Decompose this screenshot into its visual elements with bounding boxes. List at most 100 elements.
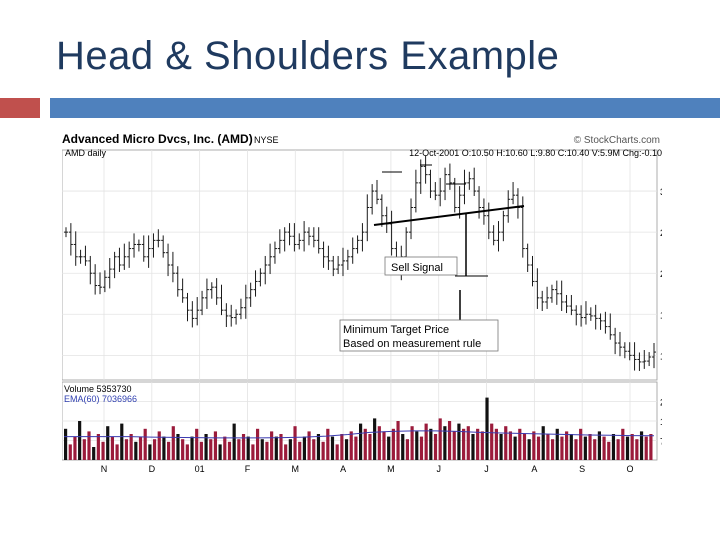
- volume-bar: [550, 439, 555, 460]
- volume-bar: [195, 428, 199, 460]
- volume-bar: [480, 431, 484, 460]
- volume-bar: [377, 426, 381, 460]
- volume-bar: [359, 423, 363, 460]
- x-tick-label: N: [101, 464, 108, 474]
- volume-bar: [429, 428, 433, 460]
- volume-bar: [344, 439, 349, 460]
- volume-bar: [560, 436, 564, 460]
- quote-line: 12-Oct-2001 O:10.50 H:10.60 L:9.80 C:10.…: [409, 148, 662, 158]
- volume-bar: [293, 426, 297, 460]
- volume-bar: [438, 418, 442, 460]
- volume-bar: [536, 436, 541, 460]
- volume-bar: [129, 434, 133, 460]
- volume-bar: [410, 426, 414, 460]
- volume-bar: [382, 431, 386, 460]
- volume-bar: [78, 421, 82, 460]
- volume-bar: [405, 439, 410, 460]
- volume-bar: [363, 428, 367, 460]
- volume-bar: [462, 428, 466, 460]
- volume-bar: [447, 421, 452, 460]
- volume-bar: [92, 447, 96, 460]
- volume-bar: [485, 397, 489, 460]
- volume-bar: [522, 434, 527, 460]
- volume-bar: [316, 434, 321, 460]
- volume-bar: [152, 439, 157, 460]
- volume-bar: [302, 436, 306, 460]
- volume-bar: [616, 439, 620, 460]
- volume-bars: [64, 397, 653, 460]
- volume-bar: [607, 441, 611, 460]
- exchange-label: NYSE: [254, 135, 279, 145]
- price-bars: [64, 155, 656, 371]
- volume-tick-label: 15.0M: [660, 417, 662, 427]
- volume-bar: [504, 426, 508, 460]
- x-tick-label: J: [436, 464, 441, 474]
- x-tick-label: F: [245, 464, 251, 474]
- x-tick-label: M: [387, 464, 395, 474]
- volume-bar: [588, 434, 592, 460]
- volume-bar: [639, 431, 644, 460]
- volume-bar: [391, 428, 395, 460]
- volume-bar: [274, 436, 278, 460]
- chart-svg: Advanced Micro Dvcs, Inc. (AMD) NYSE AMD…: [61, 132, 685, 474]
- volume-bar: [288, 439, 292, 460]
- volume-bar: [471, 434, 475, 460]
- volume-bar: [513, 436, 517, 460]
- x-tick-labels: N D 01 F M A M J J A S O: [101, 464, 634, 474]
- volume-bar: [237, 439, 241, 460]
- volume-bar: [110, 436, 115, 460]
- volume-bar: [162, 436, 166, 460]
- volume-bar: [251, 444, 255, 460]
- volume-bar: [176, 434, 180, 460]
- company-name: Advanced Micro Dvcs, Inc. (AMD): [62, 132, 253, 146]
- volume-bar: [387, 436, 391, 460]
- volume-bar: [148, 444, 152, 460]
- volume-bar: [185, 444, 189, 460]
- volume-bar: [574, 439, 578, 460]
- volume-bar: [330, 436, 335, 460]
- interval-label: AMD daily: [65, 148, 107, 158]
- volume-bar: [284, 444, 288, 460]
- volume-bar: [213, 431, 218, 460]
- volume-tick-label: 7.5M: [660, 437, 662, 447]
- volume-bar: [508, 431, 513, 460]
- volume-bar: [555, 428, 559, 460]
- volume-bar: [396, 421, 400, 460]
- volume-label: Volume 5353730: [64, 384, 132, 394]
- volume-bar: [134, 441, 138, 460]
- volume-bar: [611, 434, 616, 460]
- accent-bar-red: [0, 98, 40, 118]
- volume-bar: [124, 439, 129, 460]
- volume-bar: [602, 436, 606, 460]
- x-tick-label: J: [484, 464, 489, 474]
- sell-signal-label: Sell Signal: [391, 262, 443, 274]
- volume-bar: [597, 431, 601, 460]
- volume-bar: [82, 439, 86, 460]
- x-tick-label: M: [292, 464, 300, 474]
- volume-bar: [157, 431, 161, 460]
- volume-bar: [87, 431, 91, 460]
- volume-bar: [494, 428, 498, 460]
- volume-bar: [307, 431, 311, 460]
- volume-bar: [171, 426, 175, 460]
- slide-title: Head & Shoulders Example: [56, 34, 560, 78]
- volume-bar: [106, 426, 110, 460]
- volume-bar: [354, 436, 358, 460]
- volume-bar: [621, 428, 625, 460]
- volume-bar: [644, 436, 648, 460]
- price-tick-label: 30: [660, 187, 662, 197]
- ema-line: [64, 430, 655, 439]
- volume-bar: [138, 436, 143, 460]
- volume-bar: [298, 441, 302, 460]
- volume-bar: [167, 441, 171, 460]
- volume-bar: [260, 439, 264, 460]
- x-tick-label: 01: [195, 464, 205, 474]
- volume-bar: [518, 428, 522, 460]
- volume-bar: [546, 434, 550, 460]
- volume-bar: [499, 434, 503, 460]
- volume-bar: [335, 444, 339, 460]
- volume-tick-labels: 7.5M 15.0M 22.5M: [660, 398, 685, 447]
- volume-bar: [424, 423, 428, 460]
- volume-bar: [541, 426, 545, 460]
- x-tick-label: O: [626, 464, 633, 474]
